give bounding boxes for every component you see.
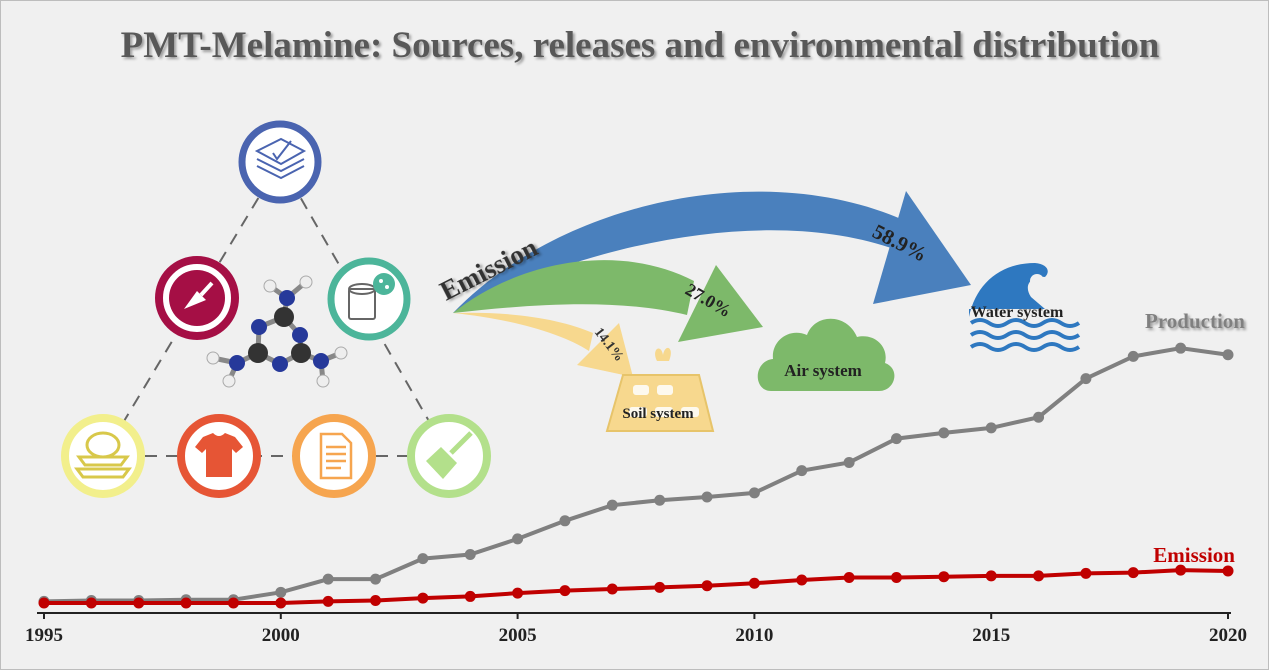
emission-data-point	[370, 595, 382, 607]
production-data-point	[843, 456, 855, 468]
water-system-label: Water system	[971, 304, 1064, 321]
air-system-label: Air system	[784, 361, 862, 380]
emission-data-point	[227, 597, 239, 609]
emission-data-point	[748, 577, 760, 589]
production-legend-label: Production	[1145, 309, 1245, 333]
emission-data-point	[1175, 564, 1187, 576]
soil-system-label: Soil system	[622, 406, 694, 422]
production-data-point	[985, 422, 997, 434]
emission-legend-label: Emission	[1153, 543, 1235, 567]
production-data-point	[748, 487, 760, 499]
production-data-point	[1033, 411, 1045, 423]
production-data-point	[890, 433, 902, 445]
emission-data-point	[985, 570, 997, 582]
production-data-point	[559, 515, 571, 527]
tshirt-icon	[177, 414, 261, 498]
water-flow-arrow	[453, 191, 971, 313]
emission-data-point	[606, 583, 618, 595]
production-data-point	[1175, 342, 1187, 354]
paint-bucket-icon	[327, 257, 411, 341]
emission-data-point	[275, 597, 287, 609]
production-data-point	[275, 586, 287, 598]
x-tick-label: 2010	[735, 625, 773, 646]
production-data-point	[701, 491, 713, 503]
air-flow-arrow	[453, 260, 763, 342]
production-emission-chart: 1995 2000 2005 2010 2015 2020	[25, 342, 1247, 646]
production-data-point	[417, 553, 429, 565]
emission-data-point	[512, 587, 524, 599]
production-data-point	[370, 573, 382, 585]
emission-data-point	[843, 572, 855, 584]
dishes-icon	[61, 414, 145, 498]
emission-data-point	[559, 585, 571, 597]
emission-data-point	[464, 590, 476, 602]
emission-data-point	[322, 595, 334, 607]
melamine-molecule-icon	[206, 275, 348, 388]
emission-data-point	[1127, 567, 1139, 579]
x-tick-label: 2020	[1209, 625, 1247, 646]
soil-icon	[605, 347, 715, 432]
emission-data-point	[180, 597, 192, 609]
document-icon	[292, 414, 376, 498]
soil-flow-arrow	[453, 312, 633, 377]
production-data-point	[1127, 350, 1139, 362]
production-data-point	[654, 494, 666, 506]
emission-data-point	[417, 592, 429, 604]
emission-data-point	[654, 581, 666, 593]
x-tick-label: 2000	[262, 625, 300, 646]
emission-data-point	[890, 572, 902, 584]
emission-data-point	[85, 597, 97, 609]
figure-title: PMT-Melamine: Sources, releases and envi…	[121, 25, 1160, 66]
production-data-point	[512, 533, 524, 545]
emission-data-point	[701, 580, 713, 592]
production-data-point	[606, 499, 618, 511]
emission-series-line	[44, 568, 1229, 605]
production-data-point	[938, 427, 950, 439]
wave-icon	[969, 263, 1081, 352]
emission-data-point	[1033, 570, 1045, 582]
emission-data-point	[938, 571, 950, 583]
production-series-line	[43, 346, 1229, 604]
emission-data-point	[1222, 565, 1234, 577]
emission-data-point	[1080, 567, 1092, 579]
production-data-point	[322, 573, 334, 585]
production-data-point	[1222, 349, 1234, 361]
x-tick-label: 2005	[499, 625, 537, 646]
emission-data-point	[133, 597, 145, 609]
emission-data-point	[796, 574, 808, 586]
x-tick-label: 1995	[25, 625, 63, 646]
brush-icon	[407, 414, 491, 498]
cloud-icon	[757, 318, 895, 391]
x-tick-label: 2015	[972, 625, 1010, 646]
emission-data-point	[38, 597, 50, 609]
production-data-point	[464, 549, 476, 561]
trowel-icon	[155, 256, 239, 340]
production-data-point	[1080, 373, 1092, 385]
layers-icon	[238, 120, 322, 204]
production-data-point	[796, 465, 808, 477]
